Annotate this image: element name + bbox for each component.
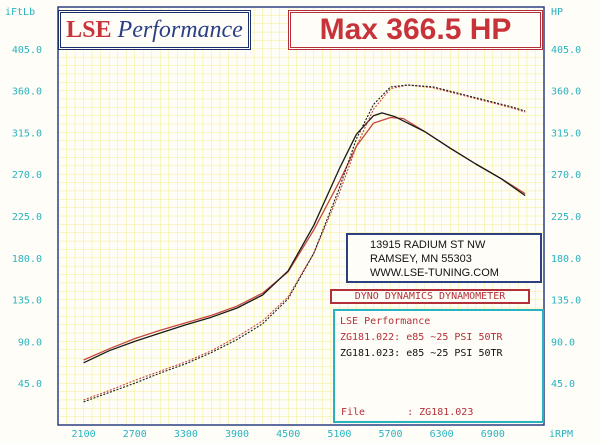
tick-labels: 2100 2700 3300 3900 4500 5100 5700 6300 6900 45.0… [12, 45, 581, 440]
y-tick-label-right: 315.0 [551, 128, 581, 139]
logo-text-performance: Performance [117, 16, 243, 43]
legend-run-2: ZG181.023: e85 ~25 PSI 50TR [340, 348, 503, 359]
address-line3: WWW.LSE-TUNING.COM [370, 267, 499, 279]
power-line [83, 84, 526, 401]
y-tick-label-left: 135.0 [12, 296, 42, 307]
power-line [83, 84, 526, 403]
x-tick-label: 2700 [123, 429, 147, 440]
y-tick-label-right: 45.0 [551, 379, 575, 390]
y-tick-label-right: 405.0 [551, 45, 581, 56]
x-tick-label: 4500 [276, 429, 300, 440]
logo-text-lse: LSE [66, 16, 112, 43]
torque-line [83, 112, 526, 364]
legend-file-value: : ZG181.023 [407, 407, 474, 418]
logo-box: LSE Performance [58, 10, 251, 50]
x-tick-label: 3300 [174, 429, 198, 440]
y-tick-label-left: 360.0 [12, 87, 42, 98]
y-tick-label-left: 180.0 [12, 254, 42, 265]
address-line1: 13915 RADIUM ST NW [370, 239, 486, 251]
legend-file-label: File [341, 407, 366, 418]
right-axis-label: HP [551, 7, 563, 18]
x-tick-label: 5100 [327, 429, 351, 440]
y-tick-label-right: 180.0 [551, 254, 581, 265]
legend-file-row: File : ZG181.023 [341, 405, 473, 421]
y-tick-label-right: 360.0 [551, 87, 581, 98]
max-hp-text: Max 366.5 HP [319, 13, 512, 46]
left-axis-label: iFtLb [5, 7, 35, 18]
legend-run-1: ZG181.022: e85 ~25 PSI 50TR [340, 332, 503, 343]
y-tick-label-right: 225.0 [551, 212, 581, 223]
x-unit-label: iRPM [549, 429, 573, 440]
y-tick-label-left: 225.0 [12, 212, 42, 223]
dyno-label: DYNO DYNAMICS DYNAMOMETER [354, 291, 506, 302]
x-tick-label: 3900 [225, 429, 249, 440]
y-tick-label-left: 405.0 [12, 45, 42, 56]
y-tick-label-left: 90.0 [18, 337, 42, 348]
address-box: 13915 RADIUM ST NW RAMSEY, MN 55303 WWW.… [346, 233, 542, 283]
dyno-label-box: DYNO DYNAMICS DYNAMOMETER [330, 289, 530, 304]
y-tick-label-right: 135.0 [551, 296, 581, 307]
y-tick-label-left: 315.0 [12, 128, 42, 139]
address-line2: RAMSEY, MN 55303 [370, 253, 472, 265]
y-tick-label-right: 270.0 [551, 170, 581, 181]
x-tick-label: 6900 [481, 429, 505, 440]
chart-frame [57, 6, 545, 426]
x-tick-label: 5700 [378, 429, 402, 440]
max-hp-box: Max 366.5 HP [288, 10, 543, 50]
series-lines [83, 84, 526, 403]
y-tick-label-left: 270.0 [12, 170, 42, 181]
y-tick-label-left: 45.0 [18, 379, 42, 390]
x-tick-label: 2100 [72, 429, 96, 440]
y-tick-label-right: 90.0 [551, 337, 575, 348]
legend-box: LSE Performance ZG181.022: e85 ~25 PSI 5… [333, 309, 544, 423]
x-tick-label: 6300 [430, 429, 454, 440]
legend-title: LSE Performance [340, 316, 431, 327]
